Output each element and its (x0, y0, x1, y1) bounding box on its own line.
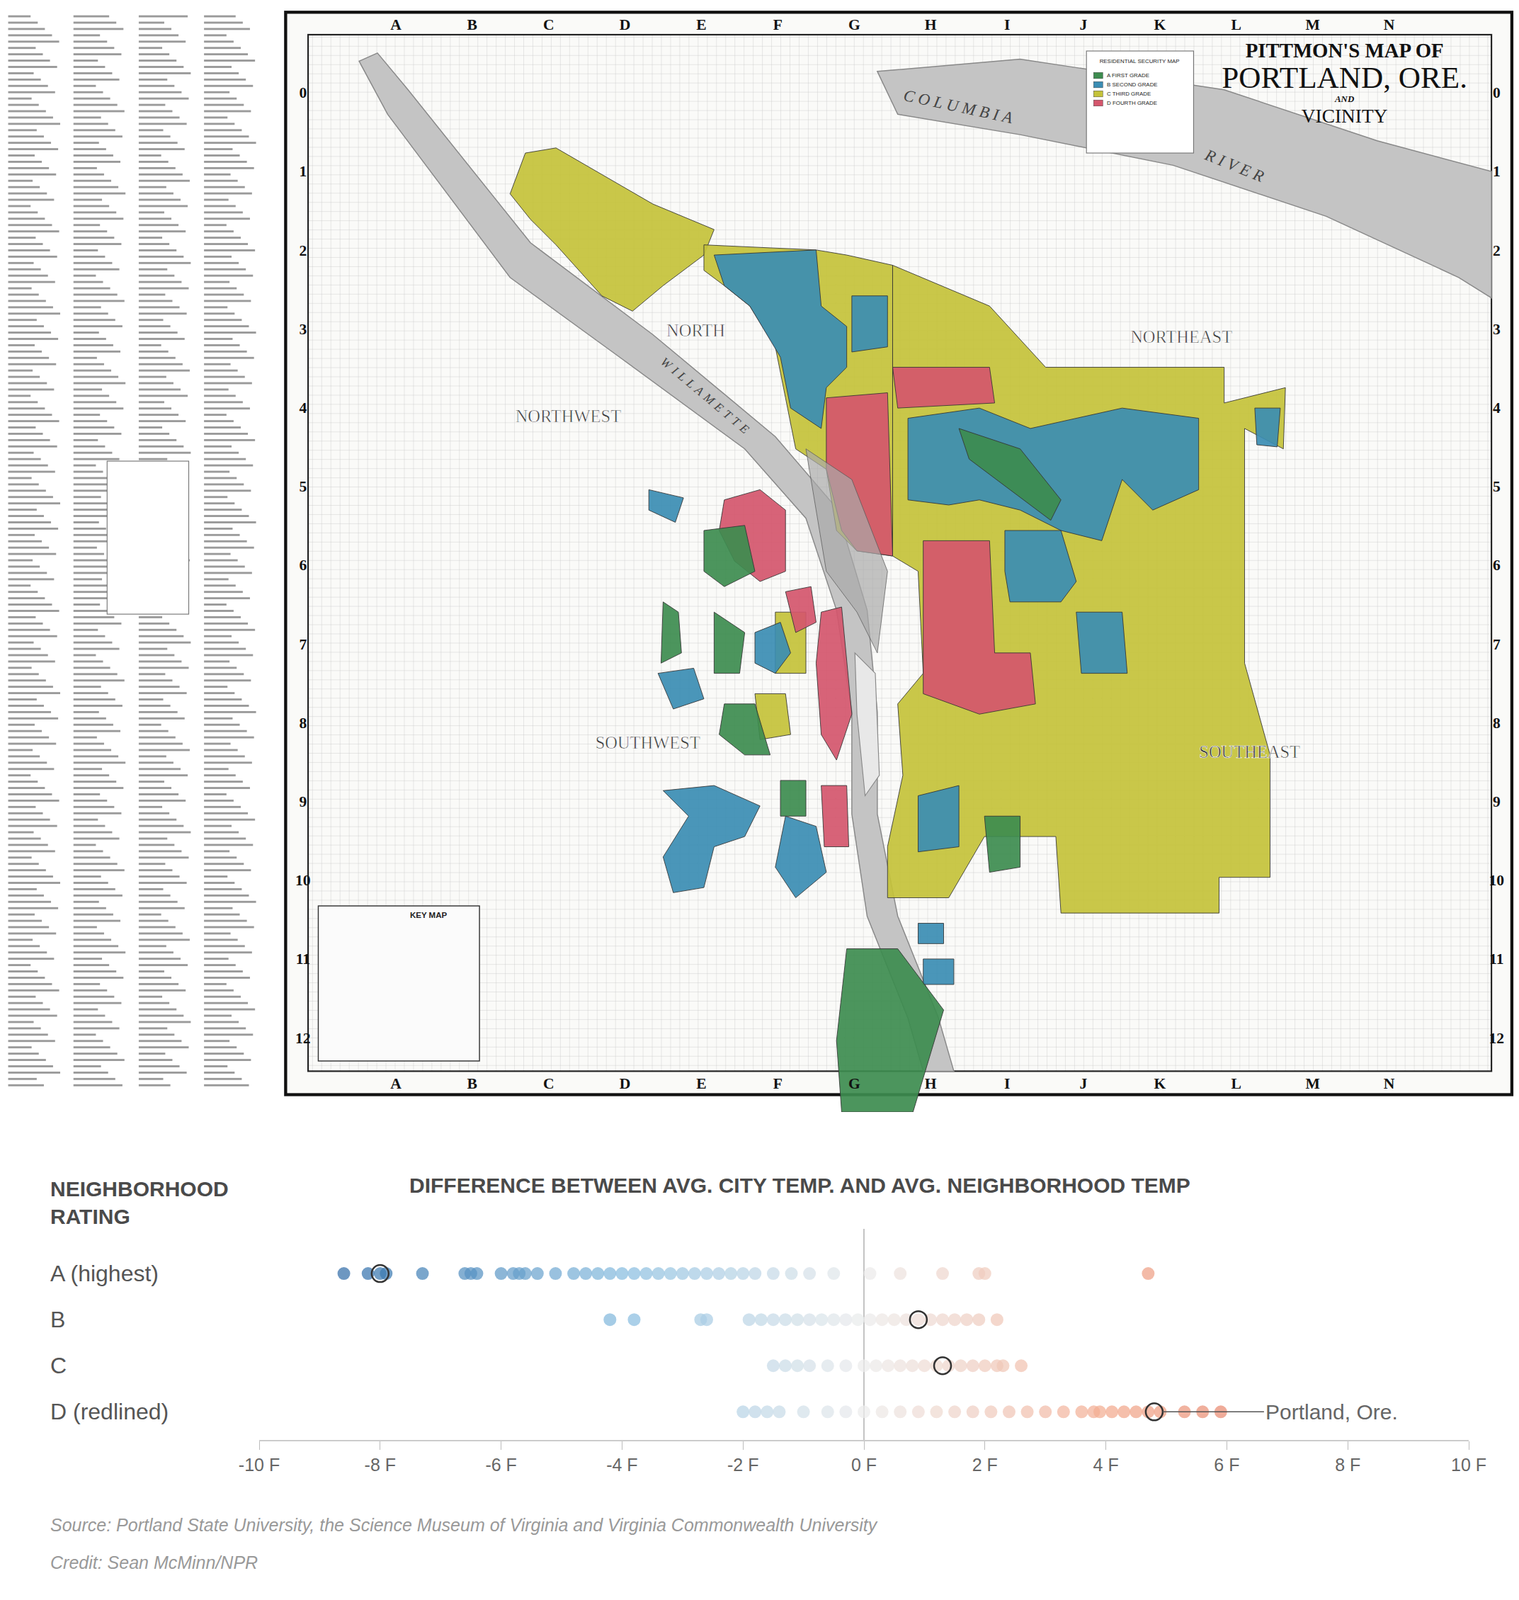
svg-text:C: C (543, 16, 555, 34)
svg-text:A FIRST GRADE: A FIRST GRADE (1106, 72, 1150, 79)
svg-text:Source: Portland State Univers: Source: Portland State University, the S… (50, 1514, 879, 1535)
svg-text:DIFFERENCE BETWEEN AVG. CITY T: DIFFERENCE BETWEEN AVG. CITY TEMP. AND A… (409, 1173, 1191, 1197)
svg-text:-2 F: -2 F (727, 1454, 759, 1475)
svg-text:2: 2 (298, 242, 307, 260)
svg-text:7: 7 (1492, 635, 1501, 653)
svg-text:2: 2 (1492, 242, 1501, 260)
svg-text:8: 8 (1492, 714, 1501, 732)
svg-text:WILLAMETTE: WILLAMETTE (657, 354, 755, 440)
svg-text:NORTH: NORTH (666, 320, 726, 340)
svg-text:0: 0 (298, 84, 307, 102)
svg-text:N: N (1383, 16, 1396, 34)
svg-text:J: J (1079, 1074, 1088, 1092)
svg-text:L: L (1231, 16, 1242, 34)
svg-text:4: 4 (298, 399, 307, 417)
svg-text:SOUTHWEST: SOUTHWEST (595, 732, 701, 753)
svg-text:-8 F: -8 F (364, 1454, 396, 1475)
svg-text:K: K (1154, 1074, 1167, 1092)
svg-text:5: 5 (298, 478, 307, 496)
svg-text:C: C (50, 1352, 67, 1379)
svg-text:6: 6 (298, 556, 307, 574)
svg-text:A (highest): A (highest) (50, 1260, 159, 1287)
svg-text:K: K (1154, 16, 1167, 34)
svg-text:10 F: 10 F (1451, 1454, 1487, 1475)
svg-text:I: I (1004, 1074, 1010, 1092)
svg-text:A: A (390, 1074, 402, 1092)
svg-text:11: 11 (1489, 950, 1504, 968)
svg-text:NEIGHBORHOODRATING: NEIGHBORHOODRATING (50, 1176, 229, 1228)
svg-text:VICINITY: VICINITY (1301, 105, 1388, 127)
svg-text:6 F: 6 F (1213, 1454, 1240, 1475)
svg-text:B SECOND GRADE: B SECOND GRADE (1106, 81, 1158, 88)
svg-text:12: 12 (1489, 1029, 1505, 1047)
svg-text:B: B (467, 16, 478, 34)
svg-text:G: G (848, 16, 861, 34)
svg-text:PORTLAND, ORE.: PORTLAND, ORE. (1221, 60, 1468, 95)
svg-text:12: 12 (295, 1029, 311, 1047)
svg-text:M: M (1305, 16, 1321, 34)
svg-text:N: N (1383, 1074, 1396, 1092)
svg-text:D FOURTH GRADE: D FOURTH GRADE (1106, 99, 1158, 107)
svg-text:Credit: Sean McMinn/NPR: Credit: Sean McMinn/NPR (50, 1552, 258, 1573)
svg-text:3: 3 (298, 320, 307, 338)
svg-text:H: H (924, 1074, 937, 1092)
svg-text:I: I (1004, 16, 1010, 34)
svg-text:NORTHEAST: NORTHEAST (1130, 327, 1233, 347)
svg-text:10: 10 (295, 871, 311, 889)
svg-text:-6 F: -6 F (485, 1454, 517, 1475)
svg-text:9: 9 (1492, 793, 1501, 811)
svg-text:SOUTHEAST: SOUTHEAST (1198, 742, 1301, 762)
svg-text:B: B (50, 1306, 66, 1333)
svg-text:C: C (543, 1074, 555, 1092)
svg-text:9: 9 (298, 793, 307, 811)
svg-text:8: 8 (298, 714, 307, 732)
svg-text:Portland, Ore.: Portland, Ore. (1265, 1400, 1398, 1424)
svg-text:E: E (696, 16, 707, 34)
svg-text:7: 7 (298, 635, 307, 653)
svg-text:-4 F: -4 F (606, 1454, 638, 1475)
svg-text:L: L (1231, 1074, 1242, 1092)
svg-text:A: A (390, 16, 402, 34)
svg-text:-10 F: -10 F (238, 1454, 280, 1475)
svg-text:RIVER: RIVER (1201, 145, 1271, 187)
svg-text:0 F: 0 F (851, 1454, 877, 1475)
svg-text:J: J (1079, 16, 1088, 34)
svg-text:6: 6 (1492, 556, 1501, 574)
svg-text:D (redlined): D (redlined) (50, 1398, 169, 1425)
svg-text:F: F (773, 1074, 783, 1092)
svg-text:H: H (924, 16, 937, 34)
svg-text:1: 1 (1492, 162, 1501, 180)
svg-text:RESIDENTIAL SECURITY MAP: RESIDENTIAL SECURITY MAP (1099, 58, 1180, 65)
svg-text:KEY MAP: KEY MAP (410, 910, 448, 920)
svg-text:8 F: 8 F (1334, 1454, 1361, 1475)
svg-text:PITTMON'S MAP OF: PITTMON'S MAP OF (1245, 38, 1444, 62)
svg-text:AND: AND (1334, 93, 1355, 105)
svg-text:11: 11 (296, 950, 311, 968)
svg-text:10: 10 (1489, 871, 1505, 889)
svg-text:D: D (619, 1074, 631, 1092)
svg-text:0: 0 (1492, 84, 1501, 102)
svg-text:4 F: 4 F (1093, 1454, 1119, 1475)
svg-text:B: B (467, 1074, 478, 1092)
svg-text:4: 4 (1492, 399, 1501, 417)
svg-text:NORTHWEST: NORTHWEST (515, 406, 622, 426)
svg-text:1: 1 (298, 162, 307, 180)
svg-text:3: 3 (1492, 320, 1501, 338)
svg-text:E: E (696, 1074, 707, 1092)
svg-text:D: D (619, 16, 631, 34)
svg-text:5: 5 (1492, 478, 1501, 496)
svg-text:2 F: 2 F (972, 1454, 998, 1475)
svg-text:M: M (1305, 1074, 1321, 1092)
svg-text:G: G (848, 1074, 861, 1092)
svg-text:F: F (773, 16, 783, 34)
svg-text:C THIRD GRADE: C THIRD GRADE (1106, 90, 1151, 98)
svg-text:COLUMBIA: COLUMBIA (902, 85, 1019, 128)
